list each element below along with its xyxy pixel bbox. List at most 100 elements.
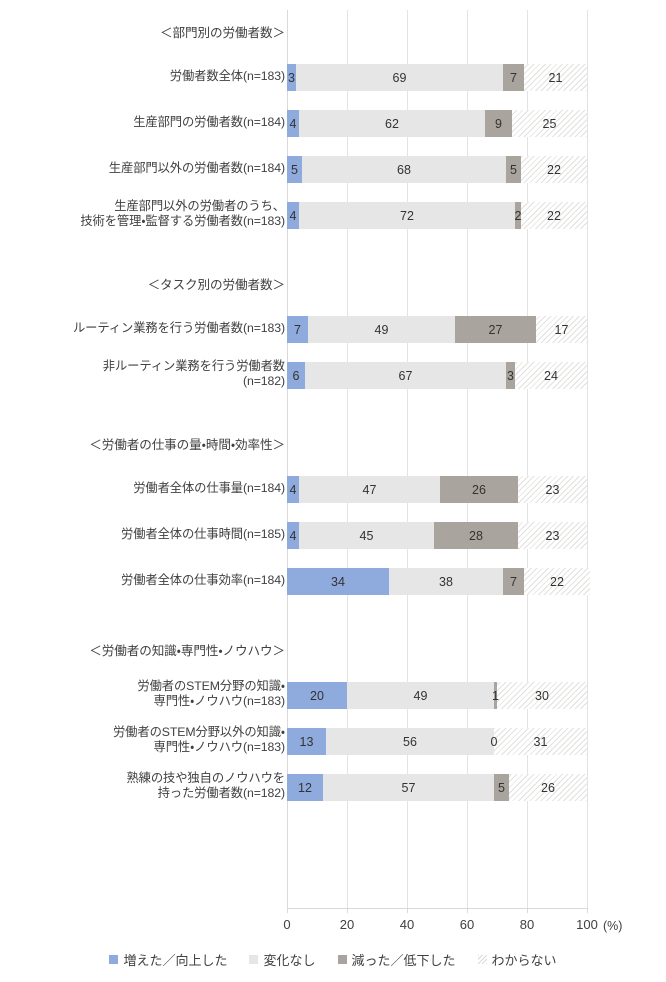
bar-value-label: 3: [507, 368, 514, 383]
bar-value-label: 22: [547, 208, 561, 223]
axis-tick-20: [347, 908, 348, 913]
chart-row: 生産部門以外の労働者のうち、 技術を管理・監督する労働者数(n=183) 4 72 2…: [0, 199, 666, 229]
stacked-bar: 7 49 27 17: [287, 316, 587, 343]
bar-segment-3: 22: [524, 568, 590, 595]
bar-value-label: 7: [294, 322, 301, 337]
legend-swatch-icon: [337, 955, 347, 964]
legend-item[interactable]: 増えた／向上した: [109, 950, 227, 969]
axis-tick-60: [467, 908, 468, 913]
bar-value-label: 26: [541, 780, 555, 795]
axis-tick-40: [407, 908, 408, 913]
stacked-bar: 4 47 26 23: [287, 476, 587, 503]
row-label: 労働者全体の仕事量(n=184): [133, 481, 285, 495]
stacked-bar: 34 38 7 22: [287, 568, 590, 595]
bar-segment-1: 68: [302, 156, 506, 183]
bar-value-label: 5: [498, 780, 505, 795]
chart-row: 生産部門以外の労働者数(n=184) 5 68 5 22: [0, 156, 666, 183]
bar-value-label: 4: [289, 528, 297, 543]
bar-value-label: 21: [548, 70, 563, 85]
bar-segment-2: 28: [434, 522, 518, 549]
legend-item[interactable]: 変化なし: [249, 950, 316, 969]
bar-segment-3: 21: [524, 64, 587, 91]
bar-value-label: 6: [292, 368, 300, 383]
legend-label: 変化なし: [263, 953, 316, 968]
row-label: 生産部門以外の労働者のうち、 技術を管理・監督する労働者数(n=183): [80, 199, 285, 228]
bar-value-label: 24: [544, 368, 558, 383]
bar-segment-2: 2: [515, 202, 521, 229]
bar-segment-3: 25: [512, 110, 587, 137]
bar-segment-2: 5: [506, 156, 521, 183]
legend-label: 減った／低下した: [351, 953, 456, 968]
stacked-bar: 12 57 5 26: [287, 774, 587, 801]
stacked-bar: 4 62 9 25: [287, 110, 587, 137]
bar-segment-0: 4: [287, 522, 299, 549]
bar-segment-1: 57: [323, 774, 494, 801]
bar-value-label: 38: [439, 574, 453, 589]
axis-tick-80: [527, 908, 528, 913]
axis-tick-label: 0: [283, 917, 291, 932]
axis-tick-label: 40: [399, 917, 415, 932]
bar-value-label: 13: [299, 734, 314, 749]
bar-value-label: 12: [298, 780, 312, 795]
axis-tick-label: 100: [576, 917, 598, 932]
bar-segment-3: 22: [521, 156, 587, 183]
bar-value-label: 49: [413, 688, 428, 703]
bar-segment-0: 20: [287, 682, 347, 709]
chart-row: 労働者のSTEM分野の知識・ 専門性・ノウハウ(n=183) 20 49 1 30: [0, 679, 666, 709]
bar-value-label: 57: [401, 780, 416, 795]
bar-segment-0: 5: [287, 156, 302, 183]
axis-tick-label: 60: [459, 917, 475, 932]
bar-value-label: 23: [545, 482, 560, 497]
bar-value-label: 22: [550, 574, 564, 589]
gridline-60: [467, 10, 468, 910]
row-label: 労働者数全体(n=183): [169, 69, 285, 83]
chart-row: 生産部門の労働者数(n=184) 4 62 9 25: [0, 110, 666, 137]
gridline-20: [347, 10, 348, 910]
chart-row: 熟練の技や独自のノウハウを 持った労働者数(n=182) 12 57 5 26: [0, 771, 666, 801]
bar-segment-1: 49: [347, 682, 494, 709]
bar-segment-3: 26: [509, 774, 587, 801]
bar-value-label: 4: [289, 482, 297, 497]
bar-segment-3: 17: [536, 316, 587, 343]
bar-segment-1: 69: [296, 64, 503, 91]
axis-tick-0: [287, 908, 288, 913]
bar-segment-1: 62: [299, 110, 485, 137]
bar-segment-2: 7: [503, 568, 524, 595]
chart-row: 労働者数全体(n=183) 3 69 7 21: [0, 64, 666, 91]
bar-segment-0: 3: [287, 64, 296, 91]
gridline-40: [407, 10, 408, 910]
gridline-80: [527, 10, 528, 910]
bar-segment-0: 34: [287, 568, 389, 595]
bar-segment-1: 38: [389, 568, 503, 595]
bar-value-label: 20: [310, 688, 324, 703]
bar-value-label: 47: [362, 482, 377, 497]
bar-value-label: 7: [510, 574, 517, 589]
bar-value-label: 5: [510, 162, 517, 177]
row-label: 生産部門の労働者数(n=184): [133, 115, 285, 129]
bar-value-label: 30: [535, 688, 549, 703]
stacked-bar: 20 49 1 30: [287, 682, 587, 709]
bar-value-label: 4: [289, 208, 297, 223]
legend-label: わからない: [491, 953, 557, 968]
axis-tick-label: 20: [339, 917, 355, 932]
gridline-0: [287, 10, 288, 910]
chart-row: 労働者のSTEM分野以外の知識・ 専門性・ノウハウ(n=183) 13 56 0 31: [0, 725, 666, 755]
legend-item[interactable]: わからない: [477, 950, 557, 969]
bar-segment-2: 26: [440, 476, 518, 503]
chart-row: 労働者全体の仕事時間(n=185) 4 45 28 23: [0, 522, 666, 549]
bar-value-label: 28: [469, 528, 483, 543]
bar-segment-1: 56: [326, 728, 494, 755]
bar-segment-0: 12: [287, 774, 323, 801]
legend-item[interactable]: 減った／低下した: [337, 950, 456, 969]
bar-value-label: 62: [385, 116, 399, 131]
section-header: ＜労働者の仕事の量・時間・効率性＞: [89, 438, 285, 452]
chart-row: ルーティン業務を行う労働者数(n=183) 7 49 27 17: [0, 316, 666, 343]
axis-tick-label: 80: [519, 917, 535, 932]
stacked-bar: 4 45 28 23: [287, 522, 587, 549]
bar-segment-2: 1: [492, 682, 499, 709]
bar-value-label: 56: [403, 734, 417, 749]
bar-segment-0: 4: [287, 110, 299, 137]
section-header: ＜部門別の労働者数＞: [160, 26, 285, 40]
bar-value-label: 1: [492, 688, 499, 703]
